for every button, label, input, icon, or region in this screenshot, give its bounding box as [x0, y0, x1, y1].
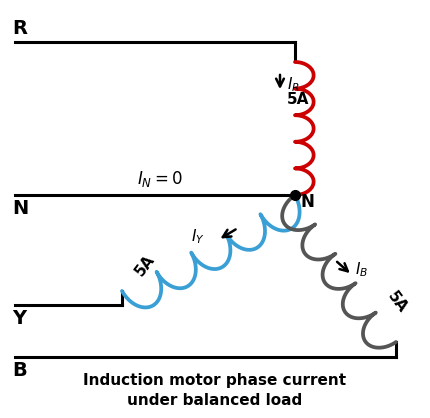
Text: B: B [12, 361, 27, 380]
Text: 5A: 5A [384, 288, 410, 316]
Text: $I_N = 0$: $I_N = 0$ [137, 169, 183, 189]
Text: N: N [301, 193, 315, 211]
Text: Y: Y [12, 309, 26, 328]
Text: N: N [12, 199, 28, 218]
Text: R: R [12, 19, 27, 38]
Text: 5A: 5A [132, 252, 158, 278]
Text: 5A: 5A [287, 92, 309, 107]
Text: $I_B$: $I_B$ [355, 261, 368, 279]
Text: Induction motor phase current
under balanced load: Induction motor phase current under bala… [83, 373, 347, 408]
Text: $I_Y$: $I_Y$ [191, 228, 205, 246]
Text: $I_R$: $I_R$ [287, 76, 300, 94]
